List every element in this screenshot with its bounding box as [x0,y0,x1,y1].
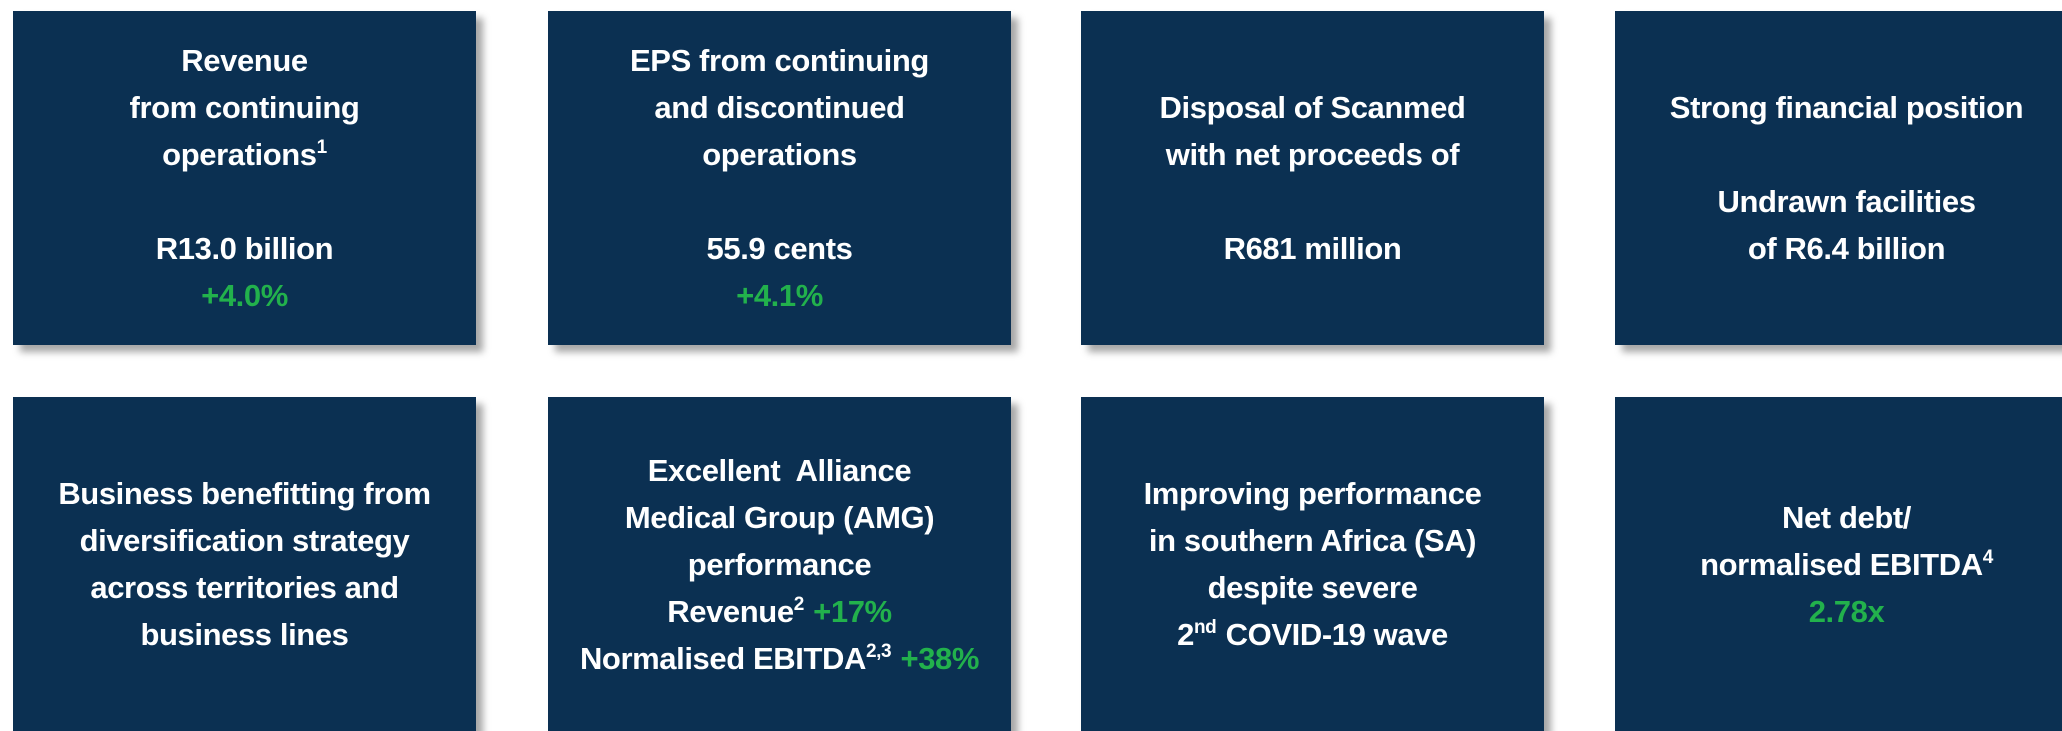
label: despite severe [1207,570,1418,605]
superscript: 1 [316,137,328,158]
text-line: Business benefitting from [58,470,431,517]
tile: Business benefitting from diversification… [13,397,476,731]
text-line: in southern Africa (SA) [1144,517,1482,564]
text-line: +4.0% [156,272,333,319]
label: normalised EBITDA [1700,546,1983,582]
text-block: R681 million [1224,225,1402,272]
tile: Strong financial position Undrawn facilit… [1615,11,2062,345]
highlight-text: +38% [900,640,980,676]
label: diversification strategy [79,523,410,558]
label: Disposal of Scanmed [1159,90,1466,125]
text-block: EPS from continuing and discontinued opera… [630,37,929,178]
text-line: operations1 [130,131,360,178]
text-line: Medical Group (AMG) [580,494,979,541]
label: Excellent Alliance [647,452,912,488]
superscript: 2,3 [865,640,892,662]
label: Undrawn facilities [1717,184,1976,219]
text-line: R681 million [1224,225,1402,272]
text-line: across territories and [58,564,430,611]
label: Strong financial position [1669,90,2024,125]
text-line: despite severe [1144,564,1482,611]
label: operations [702,137,857,172]
superscript: nd [1193,617,1217,638]
text-line: and discontinued [630,84,929,131]
label: EPS from continuing [630,43,929,78]
highlight-text: 2.78x [1808,593,1885,629]
text-block: Strong financial position [1669,84,2024,131]
highlight-text: +4.1% [736,278,823,313]
tile: Excellent Alliance Medical Group (AMG) per… [548,397,1011,731]
text-line: EPS from continuing [630,37,929,84]
label: Revenue [181,43,308,78]
text-line: Net debt/ [1700,494,1993,541]
label: across territories and [90,570,399,605]
text-line: diversification strategy [58,517,430,564]
text-line: R13.0 billion [155,225,334,272]
label: Normalised EBITDA [579,640,866,676]
text-block: Revenue from continuing operations1 [130,37,360,178]
text-block: 55.9 cents +4.1% [707,225,853,319]
text-block: Disposal of Scanmed with net proceeds of [1160,84,1466,178]
superscript: 4 [1982,546,1994,568]
text-line: with net proceeds of [1160,131,1466,178]
label: Medical Group (AMG) [624,499,935,535]
text-block: Improving performance in southern Africa … [1144,470,1482,658]
text-line: Revenue [130,37,360,84]
tile: Net debt/normalised EBITDA4 2.78x [1615,397,2062,731]
text-block: Excellent Alliance Medical Group (AMG) per… [579,447,980,682]
text-line: +4.1% [707,272,853,319]
text-line: business lines [58,611,430,658]
text-block: Net debt/normalised EBITDA4 2.78x [1700,494,1993,635]
text-block: Undrawn facilities of R6.4 billion [1717,178,1975,272]
label: 55.9 cents [706,231,853,266]
text-line: Revenue2 +17% [580,588,979,635]
text-line: from continuing [130,84,360,131]
text-line: performance [580,541,979,588]
label: business lines [140,617,349,652]
label: Business benefitting from [58,476,431,511]
tile: Disposal of Scanmed with net proceeds of R… [1081,11,1544,345]
text-line: 55.9 cents [707,225,853,272]
text-line: Undrawn facilities [1717,178,1975,225]
text-block: R13.0 billion +4.0% [155,225,334,319]
text-line: 2nd COVID-19 wave [1144,611,1482,658]
text-line: Strong financial position [1669,84,2024,131]
label: Revenue [667,593,794,629]
tile: Improving performance in southern Africa … [1081,397,1544,731]
label: Net debt/ [1781,499,1911,535]
text-line: Excellent Alliance [580,447,979,494]
label: R13.0 billion [155,231,334,266]
tile: Revenue from continuing operations1 R13.0 b… [13,11,476,345]
label: performance [687,546,872,582]
text-block: Business benefitting from diversification… [58,470,431,658]
label: COVID-19 wave [1225,617,1449,652]
highlight-text: +4.0% [201,278,288,313]
text-line: Normalised EBITDA2,3 +38% [579,635,980,682]
label: with net proceeds of [1165,137,1460,172]
superscript: 2 [793,593,805,615]
label: and discontinued [654,90,905,125]
label: from continuing [129,90,360,125]
label: R681 million [1223,231,1402,266]
text-line: Disposal of Scanmed [1160,84,1466,131]
text-line: normalised EBITDA4 [1700,541,1993,588]
text-line: Improving performance [1144,470,1482,517]
text-line: 2.78x [1700,588,1993,635]
label: of R6.4 billion [1747,231,1946,266]
tile: EPS from continuing and discontinued opera… [548,11,1011,345]
label: in southern Africa (SA) [1148,523,1477,558]
label: 2 [1177,617,1194,652]
text-line: of R6.4 billion [1717,225,1975,272]
label: Improving performance [1143,476,1482,511]
label: operations [162,137,317,172]
highlight-text: +17% [813,593,892,629]
text-line: operations [630,131,929,178]
